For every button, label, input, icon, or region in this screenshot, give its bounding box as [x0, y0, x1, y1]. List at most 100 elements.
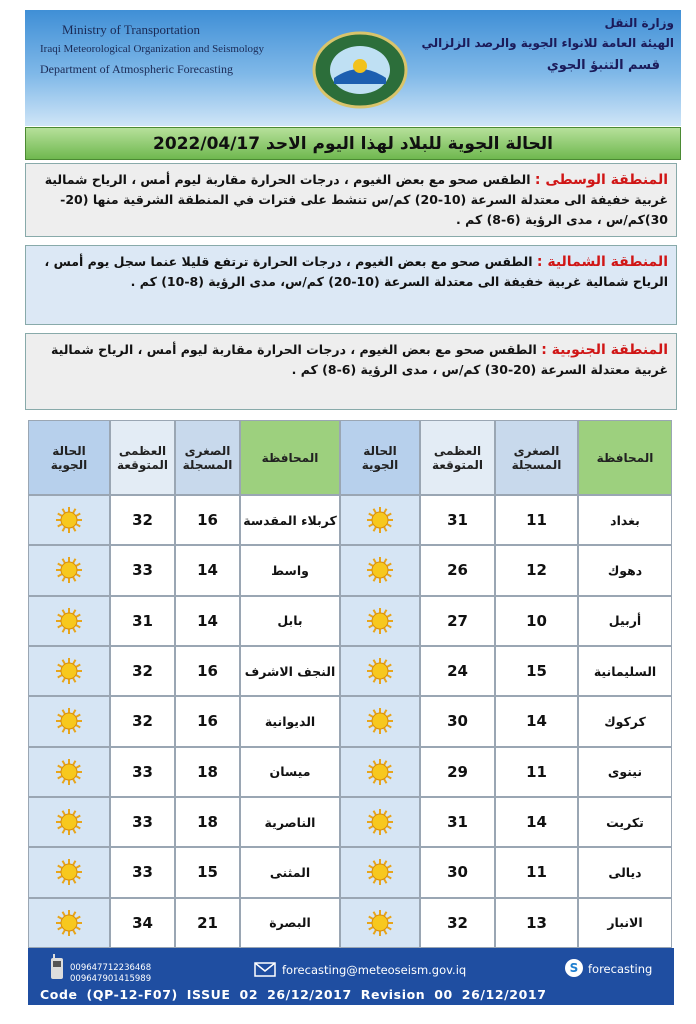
header-ar-line: قسم التنبؤ الجوي	[546, 58, 660, 73]
sun-icon	[367, 557, 393, 584]
column-header: المحافظة	[240, 420, 340, 495]
governorate: أربيل	[578, 595, 672, 646]
header-en-line: Iraqi Meteorological Organization and Se…	[40, 43, 265, 55]
footer: 009647712236468 009647901415989 forecast…	[28, 948, 674, 1005]
max-temp: 31	[420, 495, 495, 546]
min-temp: 14	[495, 696, 578, 747]
governorate: دهوك	[578, 545, 672, 596]
min-temp: 12	[495, 545, 578, 596]
min-temp: 13	[495, 897, 578, 948]
min-temp: 11	[495, 746, 578, 797]
sun-icon	[56, 607, 82, 634]
weather-cell	[340, 545, 420, 596]
governorate: السليمانية	[578, 646, 672, 697]
min-temp: 16	[175, 495, 240, 546]
column-header: الحالة الجوية	[340, 420, 420, 495]
sun-icon	[367, 607, 393, 634]
weather-cell	[340, 897, 420, 948]
header-en-line: Ministry of Transportation	[62, 22, 200, 37]
sun-icon	[56, 507, 82, 534]
weather-cell	[340, 746, 420, 797]
weather-cell	[28, 646, 110, 697]
max-temp: 27	[420, 595, 495, 646]
min-temp: 21	[175, 897, 240, 948]
governorate: نينوى	[578, 746, 672, 797]
weather-cell	[28, 696, 110, 747]
weather-cell	[340, 847, 420, 898]
governorate: الانبار	[578, 897, 672, 948]
mail-icon	[254, 962, 276, 977]
min-temp: 11	[495, 847, 578, 898]
sun-icon	[367, 859, 393, 886]
max-temp: 32	[110, 495, 175, 546]
max-temp: 33	[110, 797, 175, 848]
weather-cell	[28, 595, 110, 646]
sun-icon	[56, 909, 82, 936]
governorate: بابل	[240, 595, 340, 646]
max-temp: 30	[420, 847, 495, 898]
column-header: الصغرى المسجلة	[175, 420, 240, 495]
min-temp: 18	[175, 797, 240, 848]
region-box: المنطقة الوسطى : الطقس صحو مع بعض الغيوم…	[25, 163, 677, 237]
governorate: ميسان	[240, 746, 340, 797]
min-temp: 14	[495, 797, 578, 848]
region-label: المنطقة الشمالية :	[536, 254, 668, 270]
sun-icon	[56, 859, 82, 886]
max-temp: 29	[420, 746, 495, 797]
weather-cell	[28, 897, 110, 948]
phone-icon	[51, 954, 63, 979]
governorate: كركوك	[578, 696, 672, 747]
header-ar-line: وزارة النقل	[604, 16, 674, 30]
title: الحالة الجوية للبلاد لهذا اليوم الاحد 20…	[25, 127, 681, 160]
region-label: المنطقة الوسطى :	[534, 172, 668, 188]
max-temp: 24	[420, 646, 495, 697]
sun-icon	[367, 658, 393, 685]
max-temp: 32	[110, 646, 175, 697]
sun-icon	[56, 758, 82, 785]
column-header: العظمى المتوقعة	[110, 420, 175, 495]
header-en-line: Department of Atmospheric Forecasting	[40, 62, 233, 76]
weather-cell	[28, 495, 110, 546]
governorate: تكريت	[578, 797, 672, 848]
column-header: العظمى المتوقعة	[420, 420, 495, 495]
max-temp: 33	[110, 545, 175, 596]
max-temp: 31	[110, 595, 175, 646]
max-temp: 31	[420, 797, 495, 848]
min-temp: 15	[495, 646, 578, 697]
sun-icon	[56, 708, 82, 735]
region-text: الطقس صحو مع بعض الغيوم ، درجات الحرارة …	[44, 254, 668, 289]
weather-cell	[340, 595, 420, 646]
sun-icon	[367, 758, 393, 785]
governorate: بغداد	[578, 495, 672, 546]
column-header: الحالة الجوية	[28, 420, 110, 495]
governorate: النجف الاشرف	[240, 646, 340, 697]
region-text: الطقس صحو مع بعض الغيوم ، درجات الحرارة …	[51, 342, 668, 377]
document-code: Code (QP-12-F07) ISSUE 02 26/12/2017 Rev…	[40, 987, 547, 1002]
sun-icon	[56, 658, 82, 685]
governorate: البصرة	[240, 897, 340, 948]
min-temp: 14	[175, 545, 240, 596]
column-header: الصغرى المسجلة	[495, 420, 578, 495]
sun-icon	[367, 809, 393, 836]
governorate: واسط	[240, 545, 340, 596]
sun-icon	[56, 557, 82, 584]
weather-cell	[340, 495, 420, 546]
region-box: المنطقة الشمالية : الطقس صحو مع بعض الغي…	[25, 245, 677, 325]
min-temp: 14	[175, 595, 240, 646]
logo	[312, 31, 408, 109]
weather-cell	[28, 797, 110, 848]
max-temp: 34	[110, 897, 175, 948]
weather-cell	[28, 847, 110, 898]
max-temp: 32	[110, 696, 175, 747]
min-temp: 15	[175, 847, 240, 898]
skype-icon: S	[565, 959, 583, 977]
min-temp: 18	[175, 746, 240, 797]
governorate: ديالى	[578, 847, 672, 898]
phone: 009647901415989	[70, 974, 152, 984]
sun-icon	[367, 507, 393, 534]
svg-text:S: S	[570, 961, 579, 975]
min-temp: 16	[175, 696, 240, 747]
min-temp: 16	[175, 646, 240, 697]
sun-icon	[56, 809, 82, 836]
